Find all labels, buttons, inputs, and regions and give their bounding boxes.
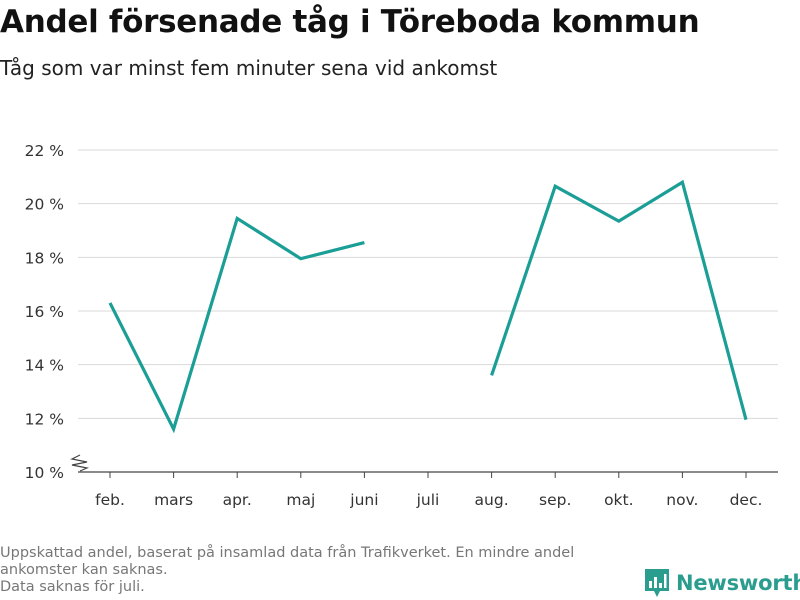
x-tick-label: okt.	[604, 491, 633, 509]
x-tick-label: sep.	[539, 491, 571, 509]
footnote-line-3: Data saknas för juli.	[0, 579, 145, 595]
y-tick-label: 20 %	[25, 196, 64, 214]
series-lines	[108, 179, 748, 434]
y-tick-label: 14 %	[25, 357, 64, 375]
footnote: Uppskattad andel, baserat på insamlad da…	[0, 545, 640, 596]
y-tick-label: 18 %	[25, 249, 64, 267]
chart-title: Andel försenade tåg i Töreboda kommun	[0, 4, 700, 40]
x-tick-label: juni	[349, 491, 378, 509]
axis-break-icon	[70, 454, 90, 472]
series-line-segment	[490, 179, 748, 421]
x-tick-label: maj	[286, 491, 315, 509]
brand-name: Newsworthy	[676, 571, 800, 595]
y-axis-tick-labels: 10 % 12 % 14 % 16 % 18 % 20 % 22 %	[25, 142, 64, 482]
x-tick-label: aug.	[475, 491, 509, 509]
x-tick-label: nov.	[666, 491, 698, 509]
brand-logo[interactable]: Newsworthy	[644, 568, 800, 598]
x-axis: feb. mars apr. maj juni juli aug. sep. okt. nov. d…	[70, 454, 778, 509]
x-tick-label: apr.	[223, 491, 252, 509]
x-tick-label: dec.	[730, 491, 763, 509]
chart-subtitle: Tåg som var minst fem minuter sena vid a…	[0, 56, 498, 80]
y-tick-label: 12 %	[25, 410, 64, 428]
footnote-line-1: Uppskattad andel, baserat på insamlad da…	[0, 545, 575, 561]
series-line-segment	[108, 215, 365, 434]
bar-chart-logo-icon	[645, 569, 669, 597]
grid-lines	[78, 149, 778, 419]
y-tick-label: 10 %	[25, 464, 64, 482]
x-tick-label: feb.	[95, 491, 125, 509]
x-tick-label: mars	[154, 491, 193, 509]
line-chart: 10 % 12 % 14 % 16 % 18 % 20 % 22 % feb. mars apr…	[25, 142, 778, 509]
x-tick-label: juli	[416, 491, 440, 509]
y-tick-label: 16 %	[25, 303, 64, 321]
footnote-line-2: ankomster kan saknas.	[0, 562, 168, 578]
y-tick-label: 22 %	[25, 142, 64, 160]
